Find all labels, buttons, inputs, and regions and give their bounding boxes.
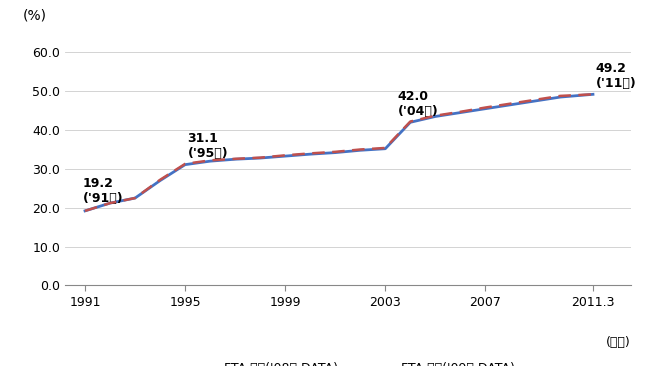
- FTA 비중('08년 DATA): [482, 107, 489, 111]
- FTA 비중('08년 DATA): [131, 196, 139, 200]
- FTA 비중('09년 DATA): [589, 92, 597, 97]
- FTA 비중('08년 DATA): [506, 102, 514, 107]
- Line: FTA 비중('09년 DATA): FTA 비중('09년 DATA): [85, 94, 593, 211]
- FTA 비중('08년 DATA): [281, 154, 289, 158]
- FTA 비중('09년 DATA): [556, 94, 564, 98]
- FTA 비중('08년 DATA): [406, 120, 414, 124]
- Text: (연도): (연도): [606, 336, 630, 349]
- FTA 비중('09년 DATA): [256, 156, 264, 160]
- FTA 비중('08년 DATA): [532, 99, 539, 103]
- FTA 비중('09년 DATA): [206, 158, 214, 163]
- FTA 비중('08년 DATA): [106, 201, 114, 205]
- FTA 비중('09년 DATA): [456, 109, 464, 114]
- FTA 비중('08년 DATA): [156, 178, 164, 183]
- FTA 비중('09년 DATA): [506, 101, 514, 106]
- FTA 비중('08년 DATA): [81, 209, 89, 213]
- FTA 비중('08년 DATA): [432, 114, 439, 119]
- FTA 비중('08년 DATA): [356, 148, 364, 153]
- FTA 비중('09년 DATA): [532, 98, 539, 102]
- FTA 비중('09년 DATA): [231, 157, 239, 161]
- FTA 비중('09년 DATA): [356, 147, 364, 152]
- Line: FTA 비중('08년 DATA): FTA 비중('08년 DATA): [85, 94, 593, 211]
- FTA 비중('08년 DATA): [589, 92, 597, 97]
- FTA 비중('09년 DATA): [382, 146, 389, 150]
- FTA 비중('09년 DATA): [81, 209, 89, 213]
- Text: 19.2
('91년): 19.2 ('91년): [83, 177, 123, 205]
- FTA 비중('08년 DATA): [231, 157, 239, 161]
- FTA 비중('08년 DATA): [181, 163, 189, 167]
- FTA 비중('09년 DATA): [181, 162, 189, 166]
- FTA 비중('08년 DATA): [456, 111, 464, 115]
- FTA 비중('09년 DATA): [106, 201, 114, 205]
- Legend: FTA 비중('08년 DATA), FTA 비중('09년 DATA): FTA 비중('08년 DATA), FTA 비중('09년 DATA): [176, 357, 520, 366]
- Text: 31.1
('95년): 31.1 ('95년): [188, 132, 228, 160]
- FTA 비중('08년 DATA): [206, 159, 214, 163]
- FTA 비중('09년 DATA): [406, 119, 414, 124]
- FTA 비중('09년 DATA): [332, 150, 339, 154]
- FTA 비중('09년 DATA): [482, 105, 489, 110]
- FTA 비중('09년 DATA): [432, 113, 439, 118]
- FTA 비중('08년 DATA): [306, 152, 314, 156]
- FTA 비중('08년 DATA): [256, 156, 264, 160]
- FTA 비중('09년 DATA): [131, 196, 139, 200]
- Text: 49.2
('11년): 49.2 ('11년): [595, 61, 636, 90]
- Text: (%): (%): [23, 9, 47, 23]
- Text: 42.0
('04년): 42.0 ('04년): [398, 90, 439, 117]
- FTA 비중('08년 DATA): [382, 146, 389, 151]
- FTA 비중('09년 DATA): [156, 178, 164, 182]
- FTA 비중('09년 DATA): [281, 153, 289, 157]
- FTA 비중('08년 DATA): [332, 150, 339, 155]
- FTA 비중('09년 DATA): [306, 151, 314, 156]
- FTA 비중('08년 DATA): [556, 95, 564, 99]
